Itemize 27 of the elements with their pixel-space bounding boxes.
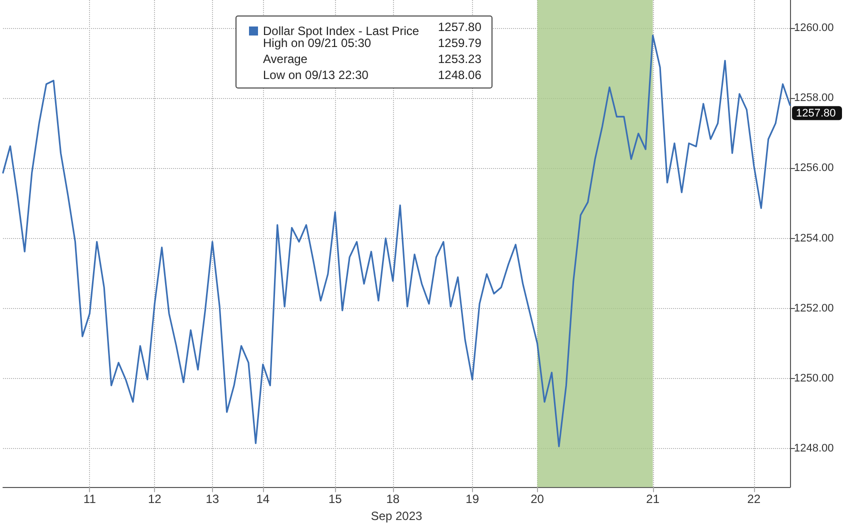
x-tick-label: 13 (206, 492, 220, 506)
y-tick-label: 1252.00 (794, 302, 834, 314)
annotation: Average (263, 52, 308, 66)
x-tick-label: 14 (256, 492, 270, 506)
x-tick-label: 20 (530, 492, 544, 506)
legend-label: Dollar Spot Index - Last Price (263, 24, 420, 38)
x-axis-title: Sep 2023 (370, 509, 423, 523)
annotation: 1259.79 (438, 36, 482, 50)
annotation: 1248.06 (438, 68, 482, 82)
y-tick-label: 1258.00 (794, 92, 834, 104)
x-tick-label: 11 (83, 492, 96, 506)
text: 1257.80 (796, 108, 836, 120)
annotation: 1253.23 (438, 52, 482, 66)
y-tick-label: 1248.00 (794, 442, 834, 455)
annotation: High on 09/21 05:30 (263, 36, 372, 50)
x-tick-label: 21 (646, 492, 660, 506)
y-tick-label: 1260.00 (794, 22, 834, 34)
y-tick-label: 1254.00 (794, 232, 834, 244)
y-tick-label: 1256.00 (794, 162, 834, 174)
x-tick-label: 18 (386, 492, 400, 506)
x-tick-label: 22 (747, 492, 761, 506)
x-tick-label: 15 (328, 492, 342, 506)
annotation: Low on 09/13 22:30 (263, 68, 369, 82)
y-tick-label: 1250.00 (794, 372, 834, 384)
x-tick-label: 19 (466, 492, 480, 506)
annotation: 1257.80 (438, 20, 482, 34)
x-tick-label: 12 (148, 492, 162, 506)
